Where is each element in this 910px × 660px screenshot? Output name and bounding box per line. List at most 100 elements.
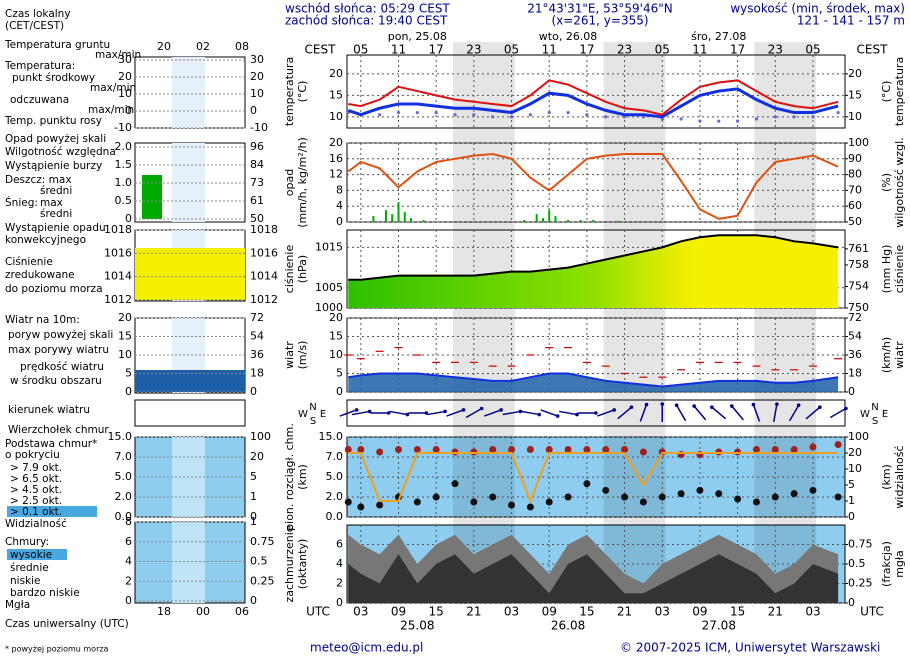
- legend-label: Widzialność: [5, 518, 67, 530]
- mini-tick-label: 0: [250, 594, 257, 607]
- utc-hour: 21: [617, 605, 632, 619]
- y-tick-label: 4: [336, 557, 343, 570]
- dew-point: [836, 110, 840, 115]
- legend-label: Podstawa chmur*: [5, 438, 97, 450]
- mini-tick-label: 0: [125, 212, 132, 225]
- mini-hour: 18: [157, 605, 171, 618]
- mini-tick-label: 7.0: [115, 450, 133, 463]
- wind-arrow: [446, 409, 464, 417]
- y2-tick-label: 10: [848, 110, 862, 123]
- cloud-top: [489, 446, 497, 453]
- utc-hour: 03: [504, 605, 519, 619]
- legend-label: max porywy wiatru: [8, 344, 109, 356]
- cloud-top: [583, 446, 591, 453]
- local-time: (CET/CEST): [5, 20, 64, 32]
- mini-tick-label: 1014: [104, 270, 132, 283]
- y-tick-label: 5.0: [326, 470, 344, 483]
- pressure-line: [348, 234, 839, 281]
- cloud-base: [545, 498, 553, 506]
- mini-tick-label: 84: [250, 158, 264, 171]
- y-tick-label: 20: [329, 311, 343, 324]
- axis-title: (°C): [296, 81, 309, 103]
- wind-arrow-head: [796, 403, 801, 408]
- legend-label: Temperatura gruntu: [4, 39, 110, 51]
- local-hour: 11: [391, 43, 406, 57]
- legend-label: Wilgotność względna: [5, 146, 116, 158]
- y2-tick-label: 100: [848, 136, 869, 149]
- tz-label: UTC: [860, 605, 884, 619]
- panel: [346, 54, 846, 129]
- legend-label: bardzo niskie: [10, 587, 80, 599]
- tz-label: UTC: [306, 605, 330, 619]
- y2-tick-label: 100: [848, 430, 869, 443]
- mini-tick-label: 72: [250, 311, 264, 324]
- mini-tick-label: 20: [118, 70, 132, 83]
- wind-arrow: [731, 405, 744, 421]
- precip-bar: [541, 218, 544, 222]
- y2-tick-label: 1: [848, 494, 855, 507]
- day-label: pon, 25.08: [388, 30, 447, 43]
- mini-tick-label: 0: [125, 594, 132, 607]
- mini-tick-label: 30: [250, 53, 264, 66]
- dew-point: [547, 110, 551, 115]
- axis-title: (km/h): [880, 337, 893, 373]
- local-hour: 11: [692, 43, 707, 57]
- backgrounds: [134, 42, 846, 604]
- compass: N: [309, 402, 316, 413]
- mini-tick-label: 0: [125, 104, 132, 117]
- y2-tick-label: 50: [848, 215, 862, 228]
- cloud-base: [621, 493, 629, 501]
- wind-arrow-head: [354, 408, 359, 412]
- compass: W: [298, 409, 308, 420]
- wind-arrow-head: [710, 405, 714, 410]
- mini-hour: 08: [235, 40, 249, 53]
- y2-tick-label: 758: [848, 258, 869, 271]
- day-label: 27.08: [702, 619, 736, 633]
- mini-tick-label: 0: [125, 385, 132, 398]
- y-tick-label: 8: [336, 183, 343, 196]
- cloud-top: [639, 448, 647, 456]
- mini-tick-label: 61: [250, 194, 264, 207]
- legend-label: Opad powyżej skali: [5, 133, 106, 145]
- mini-direction-panel: [134, 399, 246, 427]
- wind-arrow-head: [594, 411, 598, 415]
- humidity-line: [347, 153, 839, 220]
- utc-hour: 15: [730, 605, 745, 619]
- cloud-base: [564, 493, 572, 501]
- elevation: 121 - 141 - 157 m: [797, 14, 905, 28]
- wind-arrow-head: [461, 408, 466, 412]
- dew-point: [453, 113, 457, 117]
- legend-label: konwekcyjnego: [5, 234, 86, 246]
- axis-title: opad: [283, 169, 296, 196]
- wind-arrow: [559, 410, 578, 416]
- visibility-line: [348, 452, 839, 504]
- wind-arrow: [752, 404, 761, 422]
- utc-hour: 09: [542, 605, 557, 619]
- dew-point: [698, 119, 702, 123]
- footer-copyright: © 2007-2025 ICM, Uniwersytet Warszawski: [620, 641, 880, 655]
- y-tick-label: 2.0: [326, 490, 344, 503]
- cloud-base: [470, 498, 478, 506]
- cloud-base: [451, 480, 459, 488]
- tz-label: CEST: [857, 43, 889, 57]
- local-hour: 17: [730, 43, 745, 57]
- y-tick-label: 4: [336, 199, 343, 212]
- mini-tick-label: 50: [250, 212, 264, 225]
- mini-hour: 06: [235, 605, 249, 618]
- legend-label: Śnieg:: [5, 196, 38, 209]
- mini-tick-label: 1016: [250, 246, 278, 259]
- legend-label: > 4.5 okt.: [10, 484, 62, 496]
- cloud-top: [344, 446, 352, 453]
- wind-arrow-head: [405, 412, 410, 417]
- dew-point: [679, 117, 683, 121]
- precip-bar: [535, 214, 538, 222]
- axis-title: pion. rozciągł. chm.: [283, 423, 296, 531]
- precip-bar: [523, 220, 526, 222]
- y-tick-label: 10: [329, 348, 343, 361]
- cloud-top: [432, 446, 440, 453]
- precip-bar: [592, 220, 595, 222]
- mini-tick-label: 1016: [104, 246, 132, 259]
- y2-tick-label: 0.5: [848, 557, 866, 570]
- footer-email: meteo@icm.edu.pl: [310, 641, 423, 655]
- wind-area: [348, 373, 839, 392]
